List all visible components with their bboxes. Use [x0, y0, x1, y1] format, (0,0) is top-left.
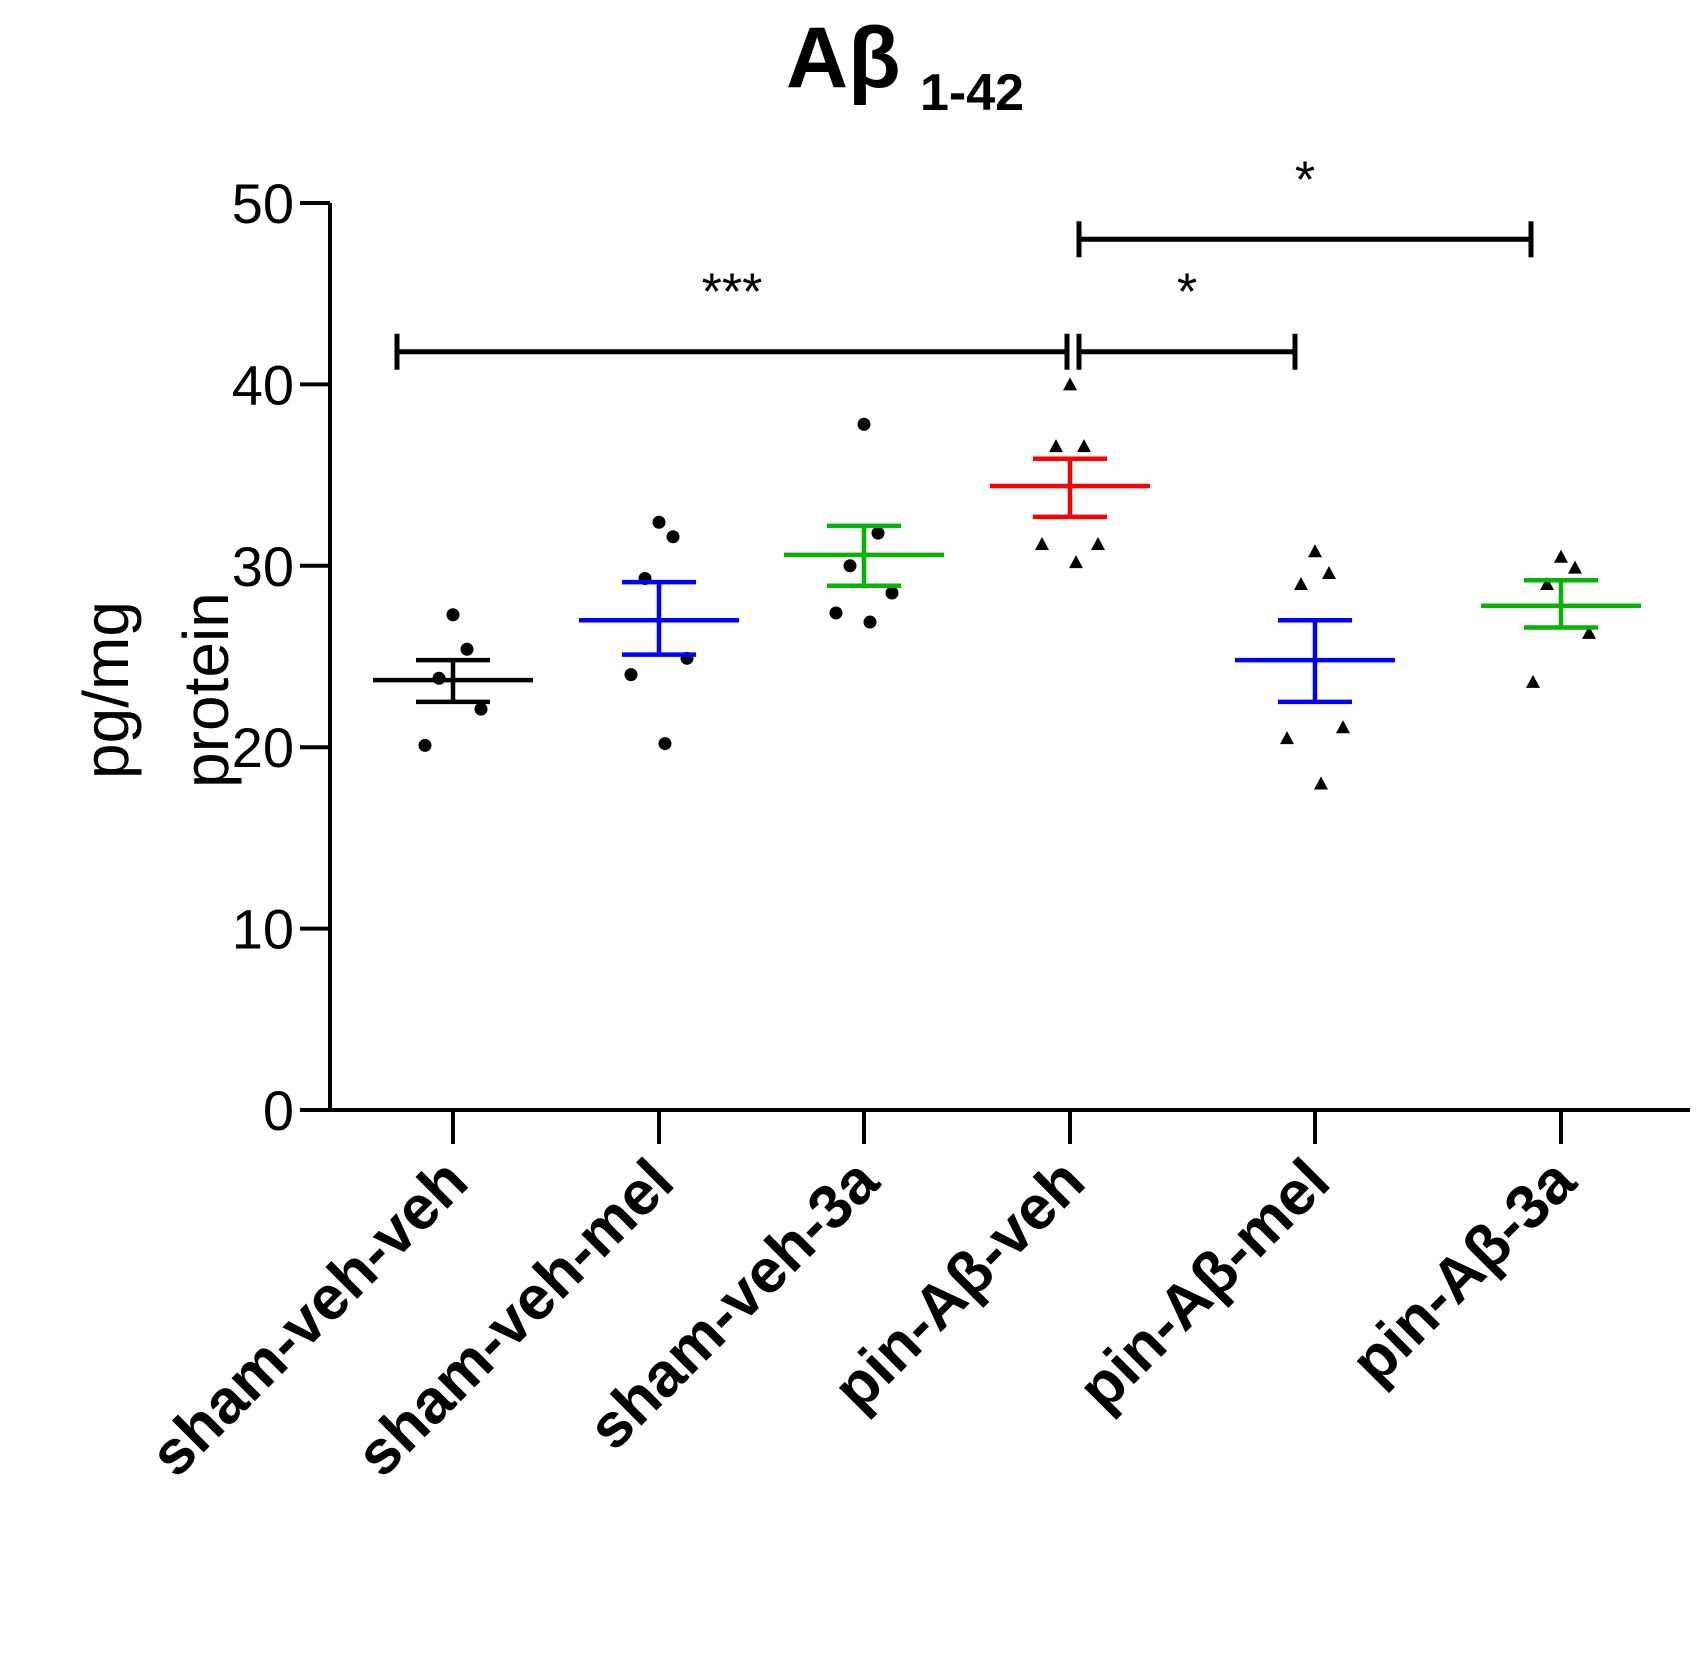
axes: 0 10 20 30 40 50 — [232, 172, 1690, 1144]
data-point — [1322, 566, 1336, 580]
y-tick-label: 50 — [232, 172, 294, 235]
data-point — [1091, 537, 1105, 551]
data-point — [460, 642, 474, 656]
data-point — [1280, 731, 1294, 745]
y-axis-title: pg/mg protein — [70, 592, 242, 788]
y-axis-title-line: protein — [170, 592, 242, 788]
data-point — [658, 737, 672, 751]
y-axis-title-group: pg/mg protein — [70, 592, 242, 788]
data-point — [1069, 555, 1083, 569]
significance-annotations: *** ** — [394, 151, 1534, 370]
y-tick-label: 0 — [263, 1079, 294, 1142]
data-point — [871, 526, 885, 540]
y-tick-label: 40 — [232, 353, 294, 416]
y-tick-label: 20 — [232, 716, 294, 779]
chart-title: Aβ 1-42 — [786, 10, 1024, 122]
y-tick-label: 30 — [232, 535, 294, 598]
data-point — [1308, 544, 1322, 558]
plot-marks — [373, 377, 1641, 790]
data-point — [1063, 377, 1077, 391]
x-category-label: pin-Aβ-3a — [1338, 1146, 1589, 1397]
chart-title-main: Aβ — [786, 10, 901, 106]
data-point — [885, 586, 899, 600]
data-point — [1336, 720, 1350, 734]
data-point — [666, 530, 680, 544]
x-axis-category-labels: sham-veh-vehsham-veh-melsham-veh-3apin-A… — [137, 1146, 1589, 1490]
data-point — [1049, 439, 1063, 453]
significance-label: *** — [702, 264, 763, 322]
data-point — [446, 608, 460, 622]
data-point — [474, 702, 488, 716]
data-point — [1526, 674, 1540, 688]
data-point — [829, 606, 843, 620]
data-point — [843, 559, 857, 573]
data-point — [652, 515, 666, 529]
significance-label: * — [1177, 264, 1197, 322]
data-point — [863, 615, 877, 629]
data-point — [1554, 549, 1568, 563]
data-point — [857, 417, 871, 431]
data-point — [1077, 439, 1091, 453]
data-point — [1568, 560, 1582, 574]
data-point — [1540, 576, 1554, 590]
data-point — [624, 668, 638, 682]
data-point — [1035, 537, 1049, 551]
data-point — [1582, 625, 1596, 639]
significance-label: * — [1295, 151, 1315, 209]
y-axis-title-line: pg/mg — [70, 601, 142, 779]
x-category-label: pin-Aβ-mel — [1065, 1146, 1343, 1424]
data-point — [1294, 576, 1308, 590]
data-point — [418, 738, 432, 752]
y-tick-label: 10 — [232, 898, 294, 961]
chart-title-subscript: 1-42 — [920, 64, 1024, 122]
data-point — [1314, 776, 1328, 790]
